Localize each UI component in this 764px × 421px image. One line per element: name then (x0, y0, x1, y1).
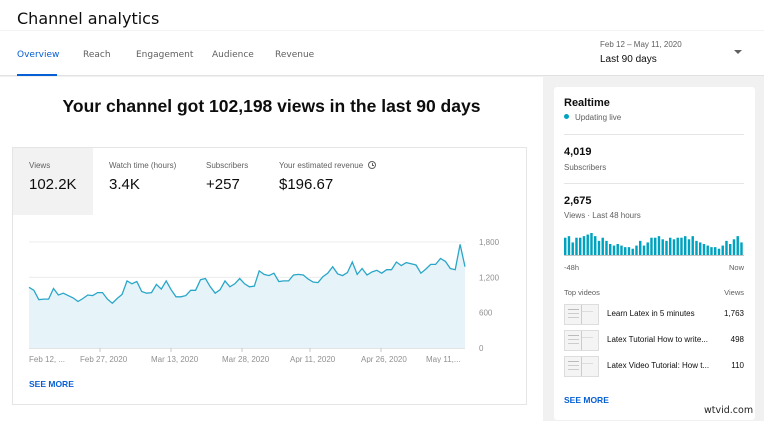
video-thumbnail (564, 330, 599, 351)
video-thumbnail (564, 356, 599, 377)
metric-label: Views (29, 161, 51, 170)
overview-panel: Your channel got 102,198 views in the la… (0, 77, 543, 421)
realtime-subscribers-label: Subscribers (564, 163, 607, 172)
watermark: wtvid.com (704, 405, 754, 416)
metric-value: 3.4K (109, 176, 140, 193)
video-title: Learn Latex in 5 minutes (607, 309, 695, 318)
page-title: Channel analytics (17, 9, 160, 28)
metric-revenue[interactable]: Your estimated revenue $196.67 (263, 148, 393, 215)
realtime-title: Realtime (564, 97, 610, 109)
metric-watch-time[interactable]: Watch time (hours) 3.4K (93, 148, 206, 215)
realtime-subscribers-value: 4,019 (564, 146, 592, 158)
metric-value: +257 (206, 176, 240, 193)
realtime-panel: Realtime Updating live 4,019 Subscribers… (554, 87, 755, 420)
live-dot-icon (564, 114, 569, 119)
svg-text:Apr 26, 2020: Apr 26, 2020 (361, 355, 407, 363)
svg-text:Feb 27, 2020: Feb 27, 2020 (80, 355, 128, 363)
metric-label: Subscribers (206, 161, 249, 170)
video-title: Latex Tutorial How to write... (607, 335, 708, 344)
chart-line (28, 244, 466, 305)
axis-end-label: Now (728, 263, 744, 272)
metric-views[interactable]: Views 102.2K (13, 148, 93, 215)
tab-revenue[interactable]: Revenue (275, 50, 315, 60)
svg-text:0: 0 (479, 344, 484, 353)
metric-subscribers[interactable]: Subscribers +257 (190, 148, 280, 215)
views-column-label: Views (724, 288, 744, 297)
x-axis-labels: Feb 12, ... Feb 27, 2020 Mar 13, 2020 Mar 2… (29, 348, 461, 363)
tab-overview[interactable]: Overview (17, 50, 59, 76)
tab-audience[interactable]: Audience (212, 50, 254, 60)
top-bar: Channel analytics Overview Reach Engagem… (0, 0, 764, 76)
video-views: 1,763 (723, 309, 744, 318)
realtime-see-more-button[interactable]: SEE MORE (564, 395, 609, 405)
video-views: 110 (731, 361, 744, 370)
video-title: Latex Video Tutorial: How t... (607, 361, 710, 370)
date-range-selector[interactable]: Feb 12 – May 11, 2020 Last 90 days (600, 40, 750, 70)
tab-reach[interactable]: Reach (83, 50, 111, 60)
dropdown-arrow-icon (734, 50, 742, 54)
top-video-row[interactable]: Latex Tutorial How to write... 498 (564, 330, 744, 352)
svg-text:1,200: 1,200 (479, 273, 500, 282)
clock-icon (368, 161, 377, 169)
divider (564, 134, 744, 135)
date-range-dates: Feb 12 – May 11, 2020 (600, 40, 682, 49)
svg-text:Feb 12, ...: Feb 12, ... (29, 355, 65, 363)
svg-text:600: 600 (479, 309, 493, 318)
realtime-views-label: Views · Last 48 hours (564, 211, 641, 220)
svg-text:Mar 13, 2020: Mar 13, 2020 (151, 355, 199, 363)
chart-area (29, 244, 465, 348)
metric-label-text: Your estimated revenue (279, 161, 364, 170)
realtime-views-value: 2,675 (564, 195, 592, 207)
date-range-selected: Last 90 days (600, 54, 657, 65)
svg-text:Apr 11, 2020: Apr 11, 2020 (290, 355, 336, 363)
see-more-button[interactable]: SEE MORE (29, 379, 74, 389)
live-status: Updating live (564, 113, 621, 122)
metric-label: Your estimated revenue (279, 161, 393, 170)
divider (564, 183, 744, 184)
svg-text:May 11,...: May 11,... (426, 355, 461, 363)
metrics-card: Views 102.2K Watch time (hours) 3.4K Sub… (12, 147, 527, 405)
top-video-row[interactable]: Learn Latex in 5 minutes 1,763 (564, 304, 744, 326)
metric-value: 102.2K (29, 176, 77, 193)
metric-label: Watch time (hours) (109, 161, 177, 170)
svg-text:1,800: 1,800 (479, 238, 500, 247)
video-views: 498 (730, 335, 744, 344)
tab-bar: Overview Reach Engagement Audience Reven… (0, 50, 315, 76)
overview-headline: Your channel got 102,198 views in the la… (62, 96, 481, 116)
metric-value: $196.67 (279, 176, 334, 193)
views-chart: 0 600 1,200 1,800 Feb 12, ... Feb 27, 2020 Ma… (28, 238, 500, 363)
live-status-text: Updating live (575, 113, 622, 122)
realtime-bar-chart (564, 233, 744, 256)
divider (0, 30, 764, 31)
top-videos-label: Top videos (564, 288, 600, 297)
top-video-row[interactable]: Latex Video Tutorial: How t... 110 (564, 356, 744, 378)
tab-engagement[interactable]: Engagement (136, 50, 194, 60)
y-axis-labels: 0 600 1,200 1,800 (479, 238, 500, 353)
video-thumbnail (564, 304, 599, 325)
axis-start-label: -48h (564, 263, 580, 272)
svg-text:Mar 28, 2020: Mar 28, 2020 (222, 355, 270, 363)
